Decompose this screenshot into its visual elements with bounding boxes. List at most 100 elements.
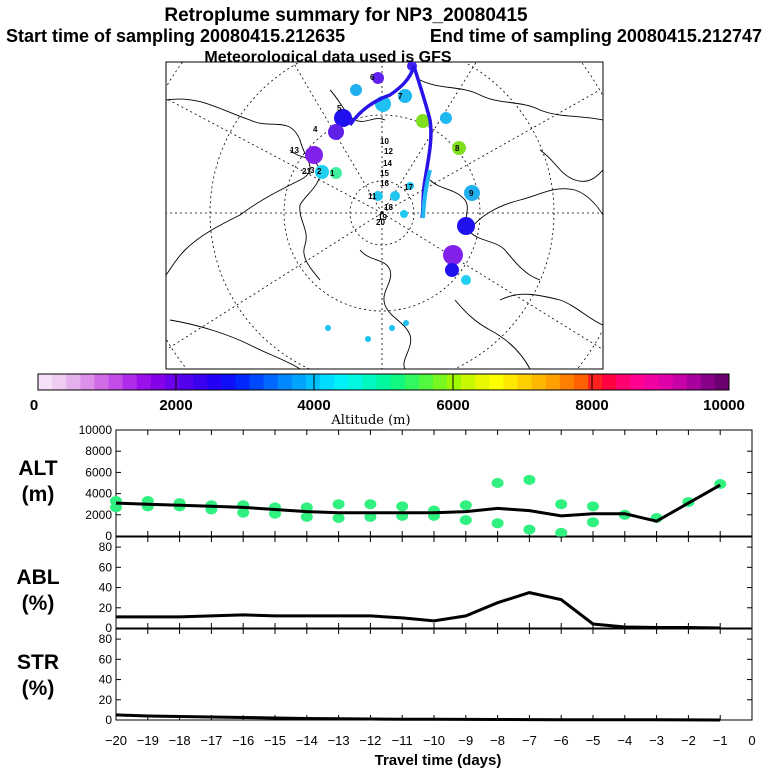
alt-scatter-point	[523, 524, 536, 535]
colorbar-swatch	[461, 374, 476, 390]
colorbar-tick-label: 4000	[297, 397, 330, 414]
colorbar-swatch	[672, 374, 688, 390]
colorbar-swatch	[52, 374, 67, 390]
x-axis-label: Travel time (days)	[375, 752, 502, 768]
day-label: 9	[469, 189, 474, 198]
y-tick-label: 0	[105, 529, 112, 543]
alt-scatter-point	[300, 511, 313, 522]
x-tick-label: −7	[522, 733, 537, 748]
abl-panel-unit: (%)	[22, 592, 55, 615]
colorbar-swatch	[559, 374, 575, 390]
day-label: 17	[404, 183, 413, 192]
x-tick-label: 0	[748, 733, 755, 748]
colorbar-swatch	[277, 374, 293, 390]
end-time-label: End time of sampling 20080415.212747	[430, 26, 762, 46]
colorbar-swatch	[446, 374, 462, 390]
alt-panel-unit: (m)	[22, 483, 55, 506]
x-tick-label: −12	[359, 733, 381, 748]
day-label: 11	[368, 192, 377, 201]
colorbar-swatch	[700, 374, 716, 390]
colorbar-swatch	[164, 374, 180, 390]
x-tick-label: −6	[554, 733, 569, 748]
colorbar-swatch	[489, 374, 504, 390]
colorbar-swatch	[390, 374, 406, 390]
colorbar-swatch	[404, 374, 420, 390]
day-label: 8	[455, 144, 460, 153]
colorbar-swatch	[179, 374, 194, 390]
day-label: 15	[380, 169, 389, 178]
abl-panel-label: ABL	[16, 566, 59, 589]
day-labels: 1 2 3 4 5 6 7 8 9 10 11 12 13 14 15 16 1…	[290, 73, 474, 227]
y-tick-label: 0	[105, 713, 112, 727]
y-tick-label: 8000	[85, 444, 112, 458]
colorbar-swatch	[587, 374, 603, 390]
alt-scatter-point	[555, 527, 568, 538]
colorbar-swatch	[263, 374, 279, 390]
colorbar-swatch	[432, 374, 448, 390]
alt-scatter-point	[110, 502, 122, 513]
day-label: 7	[398, 92, 403, 101]
colorbar-swatch	[503, 374, 518, 390]
alt-scatter-point	[332, 499, 345, 510]
panel-frame	[115, 628, 753, 721]
y-tick-label: 80	[99, 632, 113, 646]
figure-title: Retroplume summary for NP3_20080415	[164, 5, 528, 26]
x-tick-label: −14	[296, 733, 318, 748]
alt-scatter-point	[300, 502, 313, 513]
str-panel-unit: (%)	[22, 677, 55, 700]
colorbar-tick-label: 2000	[159, 397, 192, 414]
colorbar-swatch	[122, 374, 138, 390]
colorbar-tick-labels: 0 2000 4000 6000 8000 10000	[30, 397, 745, 414]
alt-scatter-point	[587, 501, 599, 512]
alt-scatter-point	[587, 517, 599, 528]
colorbar-swatch	[714, 374, 730, 390]
colorbar-swatch	[517, 374, 532, 390]
colorbar-swatch	[531, 374, 547, 390]
colorbar-swatch	[418, 374, 434, 390]
day-label: 20	[376, 218, 385, 227]
alt-scatter-point	[523, 474, 536, 485]
colorbar-swatch	[136, 374, 152, 390]
colorbar-swatch	[66, 374, 81, 390]
x-tick-label: −19	[137, 733, 159, 748]
alt-panel-label: ALT	[18, 457, 57, 480]
day-label: 2	[317, 167, 322, 176]
colorbar-tick-label: 0	[30, 397, 38, 414]
y-tick-label: 2000	[85, 508, 112, 522]
colorbar-swatch	[475, 374, 490, 390]
colorbar-swatch	[38, 374, 53, 390]
day-label: 19	[378, 213, 387, 222]
panel-alt: 0 2000 4000 6000 8000 10000	[79, 423, 753, 543]
colorbar-swatch	[94, 374, 109, 390]
colorbar-swatch	[376, 374, 391, 390]
str-panel-label: STR	[17, 651, 59, 674]
y-tick-label: 10000	[79, 423, 113, 437]
alt-scatter-point	[555, 499, 568, 510]
y-tick-label: 20	[99, 601, 113, 615]
x-tick-label: −1	[713, 733, 728, 748]
colorbar-tick-label: 10000	[703, 397, 745, 414]
x-tick-label: −8	[490, 733, 505, 748]
colorbar-swatch	[630, 374, 645, 390]
day-label: 5	[337, 104, 342, 113]
time-series-panels: 0200040006000800010000020406080020406080…	[79, 423, 756, 748]
day-label: 1	[330, 169, 335, 178]
y-tick-label: 4000	[85, 487, 112, 501]
x-tick-label: −11	[392, 733, 413, 748]
y-tick-label: 80	[99, 540, 113, 554]
alt-scatter-point	[396, 501, 409, 512]
x-tick-label: −17	[200, 733, 222, 748]
alt-scatter-point	[364, 499, 377, 510]
x-tick-label: −2	[681, 733, 696, 748]
y-tick-label: 40	[99, 673, 113, 687]
day-label: 12	[384, 147, 393, 156]
day-label: 14	[383, 159, 392, 168]
day-label: 13	[290, 146, 299, 155]
colorbar-swatch	[249, 374, 265, 390]
x-tick-label: −16	[232, 733, 254, 748]
colorbar-swatch	[545, 374, 561, 390]
y-tick-label: 60	[99, 652, 113, 666]
colorbar-swatch	[658, 374, 673, 390]
colorbar-swatch	[334, 374, 349, 390]
